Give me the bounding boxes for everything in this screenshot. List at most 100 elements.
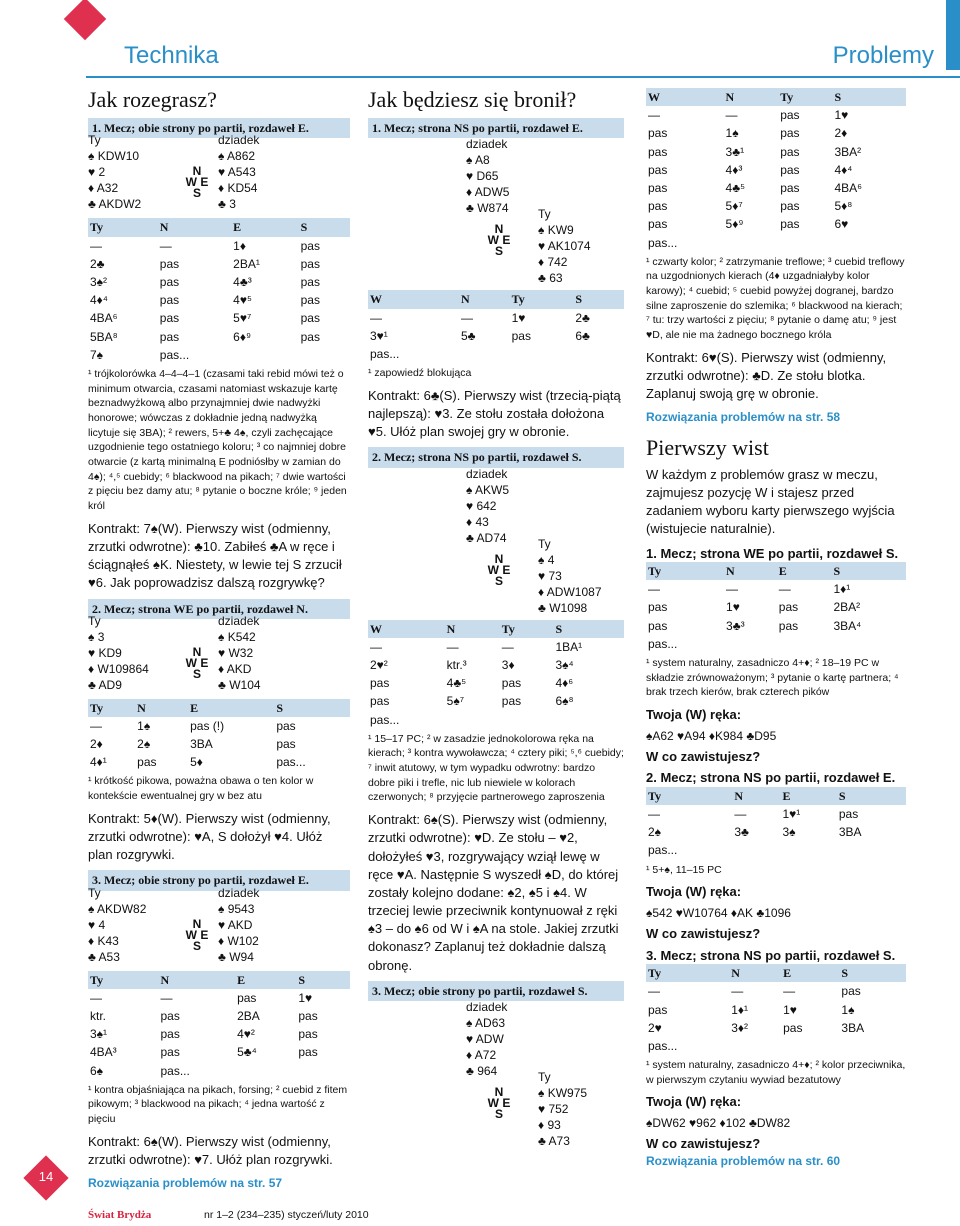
bid-cell: 1♥¹ [782, 807, 801, 822]
bid-cell [500, 711, 554, 729]
hand-line: ♠ AKDW82 [88, 901, 147, 916]
section-heading-lead: Pierwszy wist [646, 434, 769, 460]
bid-cell [573, 345, 624, 363]
bid-cell: 5♣ [461, 328, 476, 343]
hand-line: ♠ A862 [218, 149, 256, 164]
bid-header: E [231, 218, 299, 237]
bid-cell: pas [648, 162, 668, 177]
bid-cell: pas [300, 256, 320, 271]
hand-3: ♠DW62 ♥962 ♦102 ♣DW82 [646, 1116, 791, 1130]
bid-cell: 3♠² [90, 274, 108, 289]
bid-cell: pas [300, 329, 320, 344]
bid-cell: pas [159, 256, 180, 271]
bid-cell: 3BA [838, 825, 862, 840]
bid-cell: 2♣ [90, 256, 105, 271]
column-lead: W N Ty S — — pas 1♥ pas 1♠ pas 2♦ pas 3♣¹ pas 3BA² pas 4♦… [646, 88, 906, 1169]
bid-cell: pas [780, 217, 800, 232]
hand-label-2: Twoja (W) ręka: [646, 884, 742, 900]
bid-cell: pas [300, 274, 320, 289]
deal-diagram-1: Ty dziadek ♠ KDW10 ♠ A862 ♥ 2 ♥ A543 ♦ A32 ♦ KD… [88, 133, 350, 218]
bid-cell: — [725, 108, 738, 123]
bid-cell: — [501, 639, 514, 654]
bid-cell: 1♥ [834, 108, 849, 123]
bid-cell: 4♣³ [233, 274, 252, 289]
bid-cell: 4BA³ [90, 1045, 117, 1060]
footnotes-3: ¹ kontra objaśniająca na pikach, forsing… [88, 1083, 348, 1126]
bid-cell: 2♠ [648, 825, 662, 840]
defense-deal-1: dziadek ♠ A8 ♥ D65 ♦ ADW5 ♣ W874 Ty ♠ KW9 ♥ AK1… [368, 137, 624, 290]
bid-cell [510, 345, 574, 363]
bid-header: S [553, 619, 624, 638]
your-hand-line: ♣ W1098 [538, 600, 588, 615]
your-hand-line: ♦ ADW1087 [538, 584, 602, 599]
bid-cell: 3♥¹ [370, 328, 388, 343]
bid-cell: — [159, 238, 172, 253]
bid-header: N [724, 562, 777, 581]
question-1: W co zawistujesz? [646, 748, 761, 764]
bid-cell: pas [501, 676, 522, 691]
bid-header: W [368, 619, 445, 638]
footnotes-q2: ¹ 5+♠, 11–15 PC [646, 863, 722, 876]
problem-2-title: 2. Mecz; strona NS po partii, rozdaweł S… [368, 447, 624, 468]
bid-cell: pas [300, 311, 320, 326]
bid-header: E [781, 964, 840, 983]
hand-line: dziadek [218, 613, 260, 628]
column-title: Jak będziesz się bronił? [368, 87, 577, 112]
bid-cell: pas... [370, 346, 400, 361]
header-rule [86, 76, 960, 78]
hand-label-3: Twoja (W) ręka: [646, 1094, 742, 1110]
header-diamond [63, 0, 107, 41]
bidding-table-q3: Ty N E S — — — pas pas 1♦¹ 1♥ 1♠ 2♥ 3♦² pas 3BA pas... [646, 964, 906, 1055]
your-hand-line: ♦ 93 [538, 1118, 561, 1132]
bid-cell: 5♠⁷ [446, 694, 465, 709]
bid-cell [729, 1037, 781, 1055]
bid-cell: 4♦³ [725, 162, 743, 177]
contract-1: Kontrakt: 6♣(S). Pierwszy wist (trzecią-… [368, 387, 621, 440]
bid-cell: 1♦¹ [731, 1002, 749, 1017]
bid-cell: 6♥ [834, 217, 849, 232]
corner-block [946, 0, 960, 70]
bid-header: S [836, 786, 906, 806]
bid-header: N [135, 698, 189, 717]
bid-header: Ty [88, 970, 159, 989]
hand-line: ♠ 3 [88, 629, 105, 644]
solutions-link-60[interactable]: Rozwiązania problemów na str. 60 [646, 1153, 841, 1168]
contract-1: Kontrakt: 7♠(W). Pierwszy wist (odmienny… [88, 520, 342, 591]
dummy-line: ♥ 642 [466, 498, 497, 513]
hand-line: ♥ W32 [218, 645, 254, 660]
bid-cell: — [648, 984, 660, 999]
bid-cell: — [370, 310, 382, 325]
bid-header: W [646, 88, 724, 107]
bid-cell: — [726, 582, 739, 597]
bid-cell: pas... [648, 235, 678, 250]
bid-cell: pas [159, 329, 180, 344]
your-hand-line: ♣ 63 [538, 271, 563, 286]
hand-line: Ty [88, 613, 101, 628]
bid-cell: pas [778, 600, 799, 615]
hand-line: ♦ K43 [88, 933, 119, 948]
bid-header: Ty [509, 290, 574, 309]
solutions-link[interactable]: Rozwiązania problemów na str. 57 [88, 1176, 283, 1191]
bid-cell: 2♠ [137, 737, 151, 752]
bid-cell: pas [159, 274, 180, 289]
hand-line: dziadek [218, 885, 260, 900]
bid-cell: pas... [159, 347, 190, 362]
your-hand-line: Ty [538, 536, 551, 551]
solutions-link-58[interactable]: Rozwiązania problemów na str. 58 [646, 410, 841, 425]
bid-header: N [444, 619, 500, 638]
bid-cell: 5BA⁸ [90, 329, 118, 344]
bid-cell: pas [298, 1027, 318, 1042]
question-1-title: 1. Mecz; strona WE po partii, rozdaweł S… [646, 545, 899, 561]
bid-cell: 3♦ [501, 657, 515, 672]
dummy-line: ♣ W874 [466, 201, 509, 216]
bid-cell: 3♠ [782, 825, 796, 840]
bid-cell: 6♠⁸ [555, 694, 574, 709]
bid-cell: 4♦⁴ [90, 293, 108, 308]
contract-3: Kontrakt: 6♠(W). Pierwszy wist (odmienny… [88, 1133, 333, 1167]
bid-cell: 6♦⁹ [233, 329, 252, 344]
bid-cell: 1BA¹ [555, 639, 583, 654]
bid-cell: — [648, 108, 660, 123]
bid-cell: — [734, 807, 747, 822]
contract-2: Kontrakt: 5♦(W). Pierwszy wist (odmienny… [88, 810, 331, 863]
